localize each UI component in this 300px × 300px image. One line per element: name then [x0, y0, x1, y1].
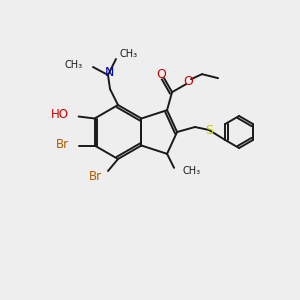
Text: Br: Br	[89, 169, 102, 182]
Text: HO: HO	[51, 108, 69, 121]
Text: CH₃: CH₃	[182, 166, 200, 176]
Text: O: O	[156, 68, 166, 81]
Text: Br: Br	[56, 138, 69, 151]
Text: CH₃: CH₃	[65, 60, 83, 70]
Text: N: N	[104, 67, 114, 80]
Text: CH₃: CH₃	[119, 49, 137, 59]
Text: S: S	[205, 124, 213, 136]
Text: O: O	[183, 75, 193, 88]
